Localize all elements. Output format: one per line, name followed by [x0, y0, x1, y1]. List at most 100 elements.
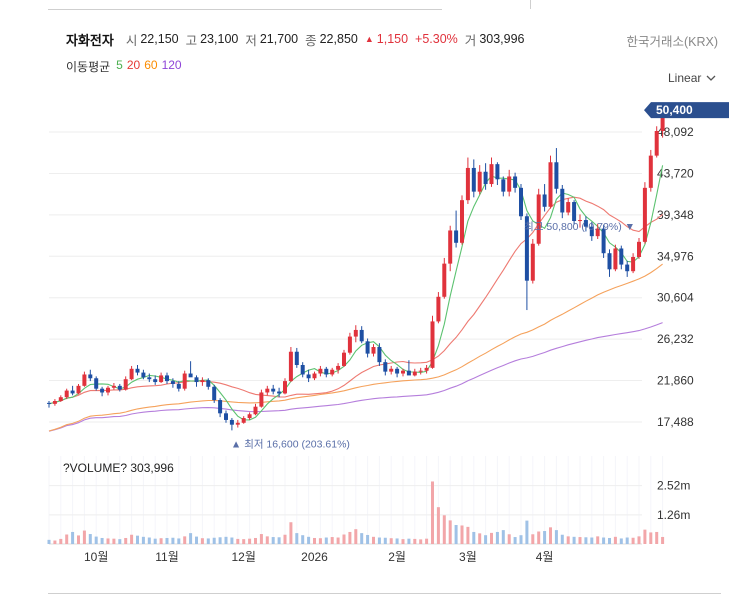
candle-body — [495, 164, 500, 180]
volume-stripe — [284, 456, 286, 544]
volume-bar — [71, 531, 75, 544]
volume-stripe — [485, 456, 487, 544]
volume-bar — [436, 507, 440, 544]
volume-stripe — [449, 456, 451, 544]
volume-bar — [177, 538, 181, 544]
volume-bar — [195, 536, 198, 544]
volume-bar — [495, 531, 499, 544]
volume-bar — [242, 539, 246, 544]
candle-body — [619, 248, 624, 265]
volume-bar — [94, 536, 98, 544]
close-label: 종 — [305, 33, 317, 48]
change-value: 1,150 — [376, 32, 409, 46]
volume-bar — [289, 522, 293, 544]
candle-body — [566, 202, 571, 213]
candle-body — [353, 329, 358, 337]
candle-body — [259, 392, 264, 407]
volume-stripe — [579, 456, 581, 544]
volume-stripe — [142, 456, 144, 544]
volume-bar — [501, 530, 505, 544]
chevron-down-icon — [706, 75, 716, 81]
candle-body — [188, 373, 193, 378]
volume-stripe — [638, 456, 640, 544]
candle-body — [229, 419, 234, 425]
volume-bar — [112, 538, 116, 544]
volume-bar — [655, 531, 659, 544]
volume-title: ?VOLUME? 303,996 — [63, 461, 174, 475]
volume-bar — [236, 538, 240, 544]
top-divider-right — [530, 0, 531, 9]
candle-body — [47, 402, 51, 404]
candle-body — [176, 383, 181, 389]
candle-body — [206, 380, 211, 387]
ma-120-line — [48, 322, 663, 432]
volume-bar — [525, 520, 529, 544]
volume-bar — [159, 538, 163, 544]
candle-body — [365, 341, 370, 354]
volume-bar — [360, 533, 364, 544]
y-tick-label: 30,604 — [657, 291, 694, 305]
candle-body — [94, 378, 99, 389]
candle-body — [595, 228, 600, 237]
candle-body — [489, 164, 494, 185]
candle-body — [283, 381, 287, 394]
volume-bar — [254, 537, 257, 544]
volume-stripe — [131, 456, 133, 544]
candle-body — [507, 176, 512, 192]
volume-bar — [318, 538, 322, 544]
volume-stripe — [213, 456, 215, 544]
volume-bar — [366, 534, 370, 544]
high-label: 고 — [185, 33, 198, 48]
volume-bar — [259, 534, 263, 544]
candle-body — [165, 375, 169, 382]
volume-bar — [301, 535, 305, 544]
volume-stripe — [48, 456, 50, 544]
volume-bar — [212, 537, 216, 544]
volume-bar — [271, 537, 275, 544]
exchange-name: 한국거래소(KRX) — [626, 35, 718, 49]
volume-stripe — [201, 456, 203, 544]
volume-stripe — [437, 456, 439, 544]
scale-dropdown[interactable]: Linear — [668, 71, 716, 85]
candle-body — [88, 374, 93, 379]
candle-body — [235, 422, 240, 425]
volume-bar — [230, 537, 234, 544]
volume-value: 303,996 — [479, 32, 525, 46]
ma-60-label[interactable]: 60 — [144, 58, 158, 72]
y-tick-label: 17,488 — [657, 415, 694, 429]
y-tick-label: 48,092 — [657, 125, 694, 139]
candle-body — [442, 263, 447, 297]
candle-body — [583, 220, 588, 227]
candle-body — [359, 329, 364, 342]
ma-60-line — [48, 263, 663, 432]
candle-body — [106, 387, 110, 393]
candle-body — [412, 371, 417, 376]
candle-body — [637, 241, 641, 257]
volume-stripe — [555, 456, 557, 544]
current-price-tag — [644, 102, 729, 119]
candle-body — [548, 162, 553, 207]
candle-body — [530, 243, 535, 281]
volume-bar — [336, 537, 340, 544]
candle-body — [153, 379, 158, 383]
candle-body — [111, 385, 116, 388]
candle-body — [218, 400, 223, 414]
ma-20-label[interactable]: 20 — [126, 58, 141, 72]
volume-bar — [313, 537, 316, 544]
candle-body — [58, 397, 63, 401]
volume-bar — [147, 537, 151, 544]
x-tick-label: 12월 — [232, 550, 256, 564]
low-value: 21,700 — [259, 32, 299, 46]
change-up-icon: ▲ — [364, 34, 374, 44]
candle-body — [312, 373, 317, 379]
volume-bar — [330, 537, 334, 544]
current-price-label: 50,400 — [656, 103, 693, 117]
ma-5-label[interactable]: 5 — [116, 58, 123, 72]
candle-body — [542, 194, 547, 207]
ma-120-label[interactable]: 120 — [161, 58, 182, 72]
volume-bar — [65, 534, 69, 544]
volume-stripe — [154, 456, 156, 544]
volume-stripe — [662, 456, 664, 544]
volume-stripe — [83, 456, 85, 544]
